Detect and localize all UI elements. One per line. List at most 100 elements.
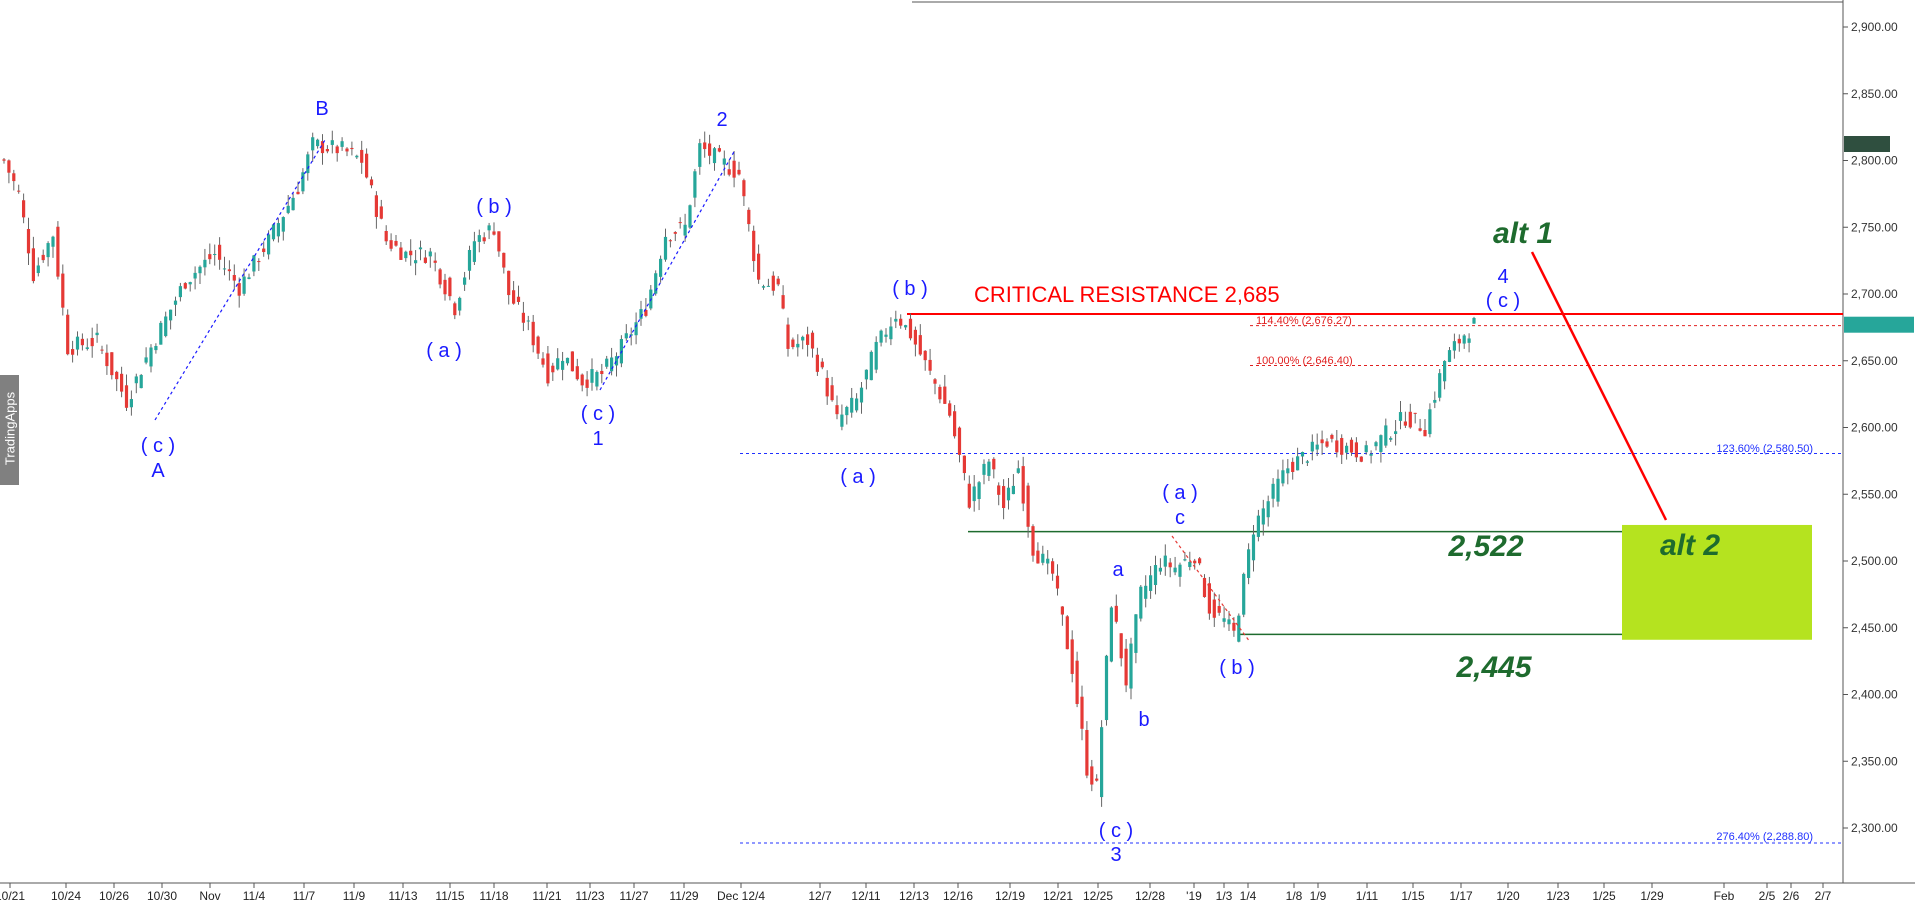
- candle-body: [1085, 730, 1089, 776]
- candle-body: [95, 332, 99, 336]
- candle-body: [815, 354, 819, 372]
- candle-body: [1340, 437, 1344, 455]
- x-tick-label: 1/25: [1592, 889, 1616, 903]
- candle-body: [757, 253, 761, 280]
- candle-body: [732, 160, 736, 178]
- candle-body: [1359, 456, 1363, 462]
- candle-body: [624, 333, 628, 339]
- candle-body: [595, 371, 599, 387]
- candle-body: [164, 316, 168, 337]
- candle-body: [943, 386, 947, 404]
- candle-body: [12, 173, 16, 182]
- candle-body: [825, 377, 829, 397]
- candle-body: [1095, 778, 1099, 781]
- candle-body: [610, 357, 614, 372]
- x-tick-label: '19: [1186, 889, 1202, 903]
- candle-body: [1457, 338, 1461, 344]
- candle-body: [1462, 335, 1466, 344]
- candle-body: [1369, 453, 1373, 456]
- candle-body: [2, 159, 6, 161]
- candle-body: [453, 303, 457, 316]
- candle-body: [580, 374, 584, 386]
- candle-body: [1418, 428, 1422, 431]
- candle-body: [1384, 425, 1388, 446]
- wave-label: ( a ): [1162, 482, 1198, 504]
- candle-body: [120, 373, 124, 392]
- x-tick-label: 11/13: [388, 889, 417, 903]
- candle-body: [1472, 317, 1476, 324]
- candle-body: [1149, 575, 1153, 591]
- candle-body: [796, 343, 800, 348]
- candle-body: [810, 332, 815, 349]
- candle-body: [644, 309, 648, 316]
- candle-body: [708, 143, 712, 156]
- candle-body: [1109, 607, 1113, 662]
- x-tick-label: 11/23: [575, 889, 604, 903]
- x-tick-label: 1/20: [1496, 889, 1520, 903]
- candle-body: [1011, 485, 1015, 495]
- candle-body: [992, 458, 996, 470]
- candle-body: [1320, 439, 1324, 444]
- candle-body: [590, 369, 594, 383]
- candle-body: [634, 322, 638, 336]
- x-tick-label: 11/9: [343, 889, 366, 903]
- candle-body: [722, 158, 726, 165]
- candle-body: [1305, 461, 1309, 463]
- candle-body: [423, 257, 427, 263]
- candle-body: [717, 148, 721, 152]
- candle-body: [967, 483, 971, 508]
- candle-body: [242, 276, 246, 294]
- candle-body: [585, 379, 589, 388]
- candle-body: [433, 260, 437, 263]
- candle-body: [1300, 452, 1305, 457]
- candle-body: [737, 169, 741, 175]
- candle-body: [1139, 586, 1143, 619]
- candle-body: [1051, 561, 1055, 574]
- candle-body: [752, 230, 756, 262]
- x-axis: [9, 883, 1824, 888]
- candle-body: [1153, 565, 1158, 586]
- level-lines: [740, 313, 1843, 844]
- candle-body: [1315, 444, 1319, 450]
- y-tick-label: 2,700.00: [1851, 287, 1898, 301]
- candle-body: [1266, 501, 1270, 518]
- x-tick-label: 10/21: [0, 889, 25, 903]
- y-tick-label: 2,800.00: [1851, 154, 1898, 168]
- candle-body: [1212, 599, 1216, 618]
- candle-body: [575, 366, 579, 380]
- candle-body: [742, 180, 746, 197]
- candle-body: [1188, 561, 1192, 567]
- candle-body: [404, 251, 408, 259]
- candle-body: [1198, 558, 1202, 564]
- candle-body: [668, 240, 672, 242]
- overlays: [154, 139, 1812, 643]
- candle-body: [874, 341, 878, 370]
- wave-label: c: [1175, 507, 1185, 529]
- candle-body: [472, 241, 476, 262]
- wave-label: ( a ): [426, 340, 462, 362]
- x-tick-label: 11/7: [293, 889, 316, 903]
- candle-body: [198, 266, 202, 274]
- x-tick-label: Dec 12/4: [717, 889, 765, 903]
- candle-body: [262, 248, 266, 253]
- candle-body: [565, 357, 570, 364]
- candle-body: [1398, 412, 1403, 421]
- candle-body: [614, 356, 619, 366]
- candle-body: [66, 314, 70, 355]
- candle-body: [1413, 412, 1417, 414]
- candles: [2, 130, 1476, 807]
- candle-body: [1065, 616, 1069, 650]
- candle-body: [360, 149, 364, 163]
- candle-body: [247, 277, 251, 280]
- candle-body: [1055, 575, 1060, 589]
- candle-body: [222, 268, 227, 270]
- candle-body: [786, 324, 790, 349]
- x-tick-label: 1/3: [1216, 889, 1233, 903]
- candle-body: [845, 406, 849, 416]
- candle-body: [1403, 421, 1407, 426]
- candle-body: [1104, 655, 1109, 721]
- candle-body: [1247, 549, 1251, 578]
- candle-body: [982, 463, 986, 475]
- candle-body: [997, 485, 1001, 495]
- candle-body: [1100, 727, 1104, 798]
